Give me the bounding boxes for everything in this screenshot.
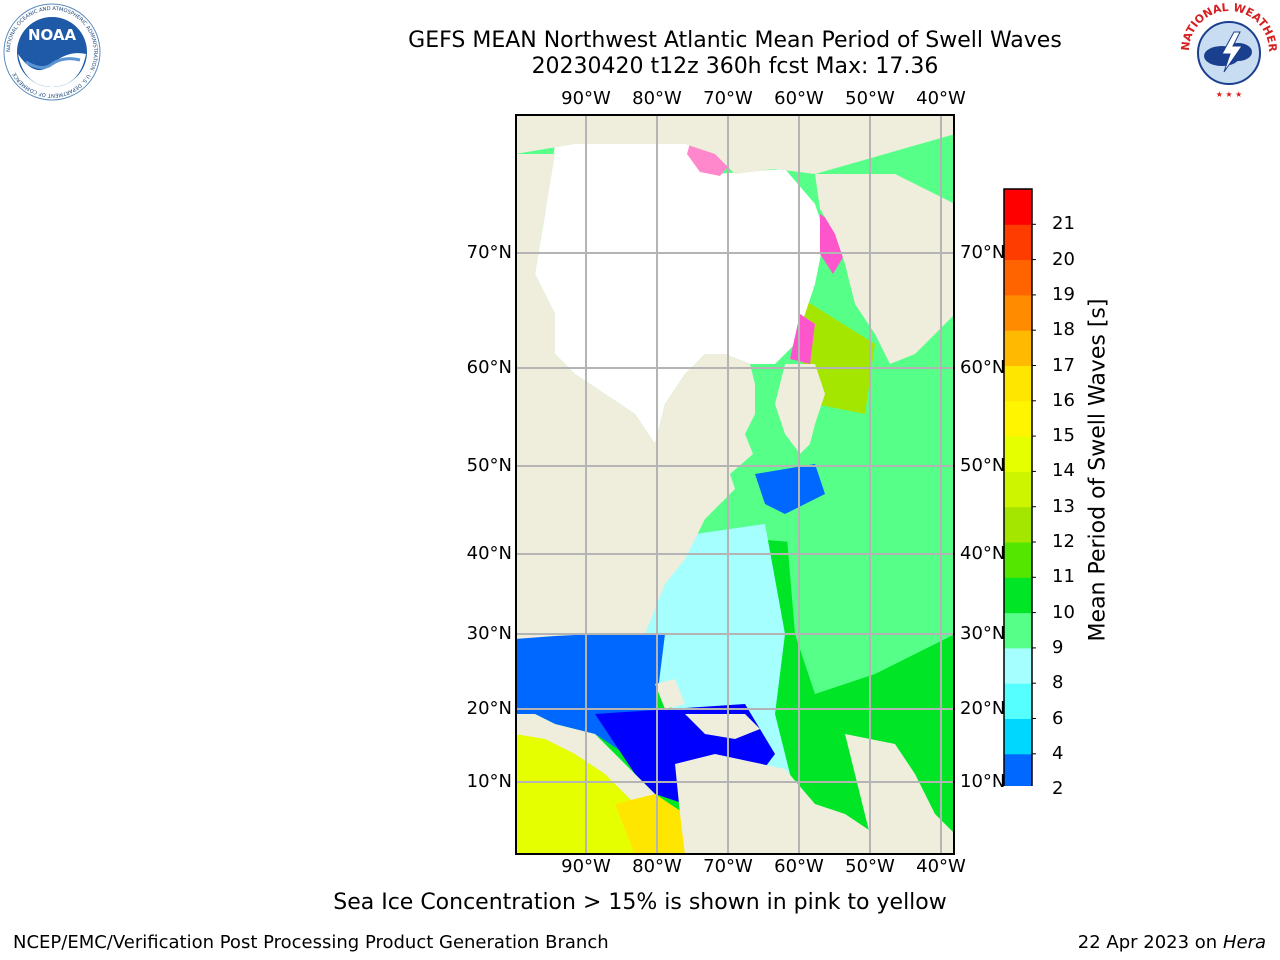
colorbar-segment [1004, 224, 1032, 261]
colorbar-tick-label: 21 [1052, 213, 1075, 235]
map-title-line1: GEFS MEAN Northwest Atlantic Mean Period… [408, 28, 1062, 53]
colorbar-segment [1004, 189, 1032, 225]
lat-label-left: 40°N [466, 543, 512, 564]
colorbar-tick-label: 4 [1052, 742, 1064, 764]
colorbar-tick-label: 10 [1052, 601, 1075, 623]
swell-9-10-east [775, 364, 955, 694]
lon-label-bottom: 50°W [845, 856, 895, 877]
lon-label-top: 60°W [774, 88, 824, 109]
lat-label-right: 20°N [960, 698, 1006, 719]
colorbar-segment [1004, 647, 1032, 684]
colorbar-tick-label: 9 [1052, 636, 1064, 658]
sea-ice-labrador-south [790, 314, 815, 364]
colorbar-tick-label: 2 [1052, 778, 1064, 800]
sea-ice-footnote: Sea Ice Concentration > 15% is shown in … [333, 890, 947, 915]
colorbar-segment [1004, 718, 1032, 755]
land-north-america [515, 154, 755, 639]
footer-host: Hera [1222, 932, 1266, 953]
lat-label-right: 30°N [960, 623, 1006, 644]
colorbar-segment [1004, 471, 1032, 508]
land-arctic [515, 114, 955, 174]
colorbar-tick-label: 8 [1052, 672, 1064, 694]
colorbar-tick-label: 17 [1052, 354, 1075, 376]
land-south-america-orange [615, 794, 685, 855]
lat-label-right: 10°N [960, 771, 1006, 792]
colorbar-label: Mean Period of Swell Waves [s] [1085, 298, 1111, 642]
colorbar-frame [1003, 188, 1033, 786]
lat-label-right: 60°N [960, 357, 1006, 378]
colorbar-segment [1004, 542, 1032, 578]
lon-label-bottom: 60°W [774, 856, 824, 877]
colorbar [1003, 188, 1036, 786]
colorbar-segment [1004, 683, 1032, 719]
svg-text:★ ★ ★: ★ ★ ★ [1216, 90, 1243, 99]
colorbar-tick-label: 11 [1052, 566, 1075, 588]
lon-label-bottom: 90°W [561, 856, 611, 877]
map-frame [515, 114, 955, 855]
nws-logo: NATIONAL WEATHER SERVICE ★ ★ ★ [1178, 0, 1279, 100]
land-west-africa-edge [845, 734, 955, 855]
noaa-logo: NATIONAL OCEANIC AND ATMOSPHERIC ADMINIS… [3, 3, 101, 101]
lat-label-right: 50°N [960, 455, 1006, 476]
land-florida-cuba [655, 679, 685, 709]
colorbar-segment [1004, 753, 1032, 786]
colorbar-tick-label: 13 [1052, 495, 1075, 517]
lon-label-bottom: 40°W [916, 856, 966, 877]
lat-label-right: 40°N [960, 543, 1006, 564]
lat-label-left: 20°N [466, 698, 512, 719]
colorbar-tick-label: 6 [1052, 707, 1064, 729]
colorbar-tick-label: 18 [1052, 319, 1075, 341]
map-title-line2: 20230420 t12z 360h fcst Max: 17.36 [531, 54, 939, 79]
gulf-of-mexico-swell [575, 634, 635, 674]
land-hispaniola-cuba [685, 714, 760, 739]
lat-label-left: 10°N [466, 771, 512, 792]
lon-label-top: 90°W [561, 88, 611, 109]
colorbar-tick-label: 12 [1052, 531, 1075, 552]
colorbar-tick-label: 14 [1052, 460, 1075, 482]
lon-label-bottom: 70°W [703, 856, 753, 877]
colorbar-segment [1004, 400, 1032, 437]
sea-ice-labrador [820, 214, 845, 274]
lon-label-bottom: 80°W [632, 856, 682, 877]
colorbar-tick-label: 20 [1052, 248, 1075, 270]
lon-label-top: 50°W [845, 88, 895, 109]
colorbar-segment [1004, 365, 1032, 402]
swell-period-map [515, 114, 955, 855]
lon-label-top: 80°W [632, 88, 682, 109]
lat-label-left: 50°N [466, 455, 512, 476]
land-greenland [815, 174, 955, 364]
lat-label-right: 70°N [960, 242, 1006, 263]
lat-label-left: 60°N [466, 357, 512, 378]
colorbar-segment [1004, 506, 1032, 543]
footer-branch: NCEP/EMC/Verification Post Processing Pr… [13, 932, 609, 953]
colorbar-segment [1004, 259, 1032, 296]
land-northern-south-america [675, 754, 875, 855]
colorbar-segment [1004, 330, 1032, 366]
lon-label-top: 40°W [916, 88, 966, 109]
lat-label-left: 30°N [466, 623, 512, 644]
noaa-logo-text: NOAA [28, 26, 77, 44]
swell-2-4-gulf-st-lawrence [755, 464, 825, 514]
colorbar-segment [1004, 294, 1032, 331]
lat-label-left: 70°N [466, 242, 512, 263]
colorbar-tick-label: 15 [1052, 425, 1075, 447]
colorbar-tick-label: 19 [1052, 283, 1075, 305]
footer-date-text: 22 Apr 2023 on [1077, 932, 1223, 953]
colorbar-segment [1004, 612, 1032, 649]
lon-label-top: 70°W [703, 88, 753, 109]
colorbar-segment [1004, 577, 1032, 614]
footer-date: 22 Apr 2023 on Hera [1078, 932, 1266, 953]
map-graticule [515, 114, 955, 855]
colorbar-tick-label: 16 [1052, 389, 1075, 411]
colorbar-segment [1004, 436, 1032, 472]
